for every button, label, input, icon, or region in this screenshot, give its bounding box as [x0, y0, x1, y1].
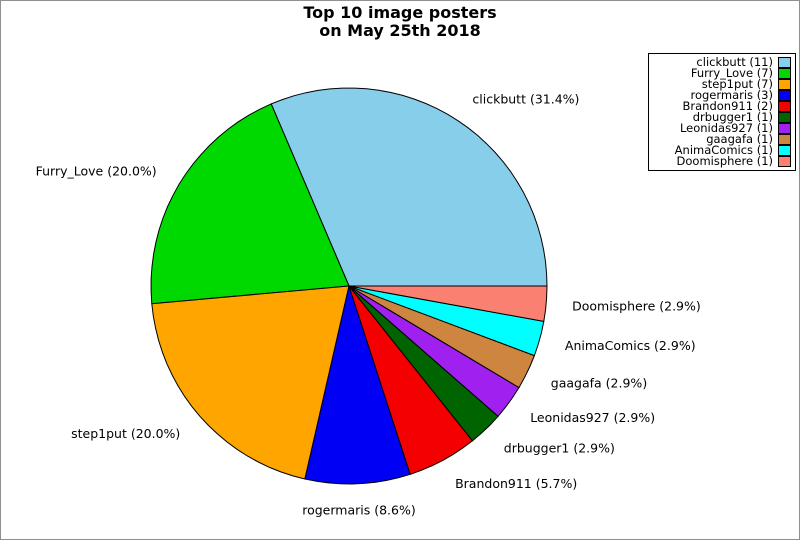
legend-swatch	[778, 123, 791, 134]
legend-swatch	[778, 112, 791, 123]
slice-label-Furry_Love: Furry_Love (20.0%)	[36, 164, 157, 179]
legend-item-drbugger1: drbugger1 (1)	[651, 110, 791, 124]
legend: clickbutt (11) Furry_Love (7) step1put (7)…	[648, 53, 796, 171]
legend-swatch	[778, 156, 791, 167]
pie-slice-Brandon911	[348, 285, 474, 475]
legend-label: step1put (7)	[701, 77, 773, 91]
chart-title-line2: on May 25th 2018	[319, 21, 481, 40]
legend-swatch	[778, 134, 791, 145]
slice-label-rogermaris: rogermaris (8.6%)	[302, 502, 416, 517]
legend-item-Furry_Love: Furry_Love (7)	[651, 66, 791, 80]
legend-item-step1put: step1put (7)	[651, 77, 791, 91]
pie-slice-step1put	[151, 285, 350, 480]
legend-swatch	[778, 145, 791, 156]
legend-label: Furry_Love (7)	[690, 66, 773, 80]
legend-label: drbugger1 (1)	[692, 110, 773, 124]
legend-swatch	[778, 68, 791, 79]
legend-item-Doomisphere: Doomisphere (1)	[651, 154, 791, 168]
legend-swatch	[778, 90, 791, 101]
pie-slice-Doomisphere	[348, 285, 548, 322]
chart-title-line1: Top 10 image posters	[303, 3, 497, 22]
legend-swatch	[778, 101, 791, 112]
pie-slice-rogermaris	[304, 284, 411, 485]
chart-title: Top 10 image posters on May 25th 2018	[1, 4, 799, 40]
legend-item-Leonidas927: Leonidas927 (1)	[651, 121, 791, 135]
legend-label: Doomisphere (1)	[676, 154, 773, 168]
legend-label: gaagafa (1)	[706, 132, 773, 146]
legend-label: Brandon911 (2)	[682, 99, 773, 113]
pie-slice-clickbutt	[270, 87, 548, 287]
legend-item-Brandon911: Brandon911 (2)	[651, 99, 791, 113]
legend-item-AnimaComics: AnimaComics (1)	[651, 143, 791, 157]
legend-swatch	[778, 79, 791, 90]
pie-slice-Furry_Love	[150, 103, 350, 305]
slice-label-drbugger1: drbugger1 (2.9%)	[504, 440, 615, 455]
legend-label: Leonidas927 (1)	[679, 121, 773, 135]
slice-label-gaagafa: gaagafa (2.9%)	[551, 376, 647, 391]
legend-label: AnimaComics (1)	[674, 143, 773, 157]
slice-label-Leonidas927: Leonidas927 (2.9%)	[530, 410, 655, 425]
legend-label: rogermaris (3)	[690, 88, 773, 102]
slice-label-Doomisphere: Doomisphere (2.9%)	[572, 299, 701, 314]
legend-item-gaagafa: gaagafa (1)	[651, 132, 791, 146]
slice-label-Brandon911: Brandon911 (5.7%)	[455, 476, 577, 491]
slice-label-AnimaComics: AnimaComics (2.9%)	[565, 338, 696, 353]
slice-label-step1put: step1put (20.0%)	[71, 426, 180, 441]
legend-swatch	[778, 57, 791, 68]
slice-label-clickbutt: clickbutt (31.4%)	[472, 92, 579, 107]
legend-item-clickbutt: clickbutt (11)	[651, 55, 791, 69]
legend-label: clickbutt (11)	[696, 55, 773, 69]
legend-item-rogermaris: rogermaris (3)	[651, 88, 791, 102]
